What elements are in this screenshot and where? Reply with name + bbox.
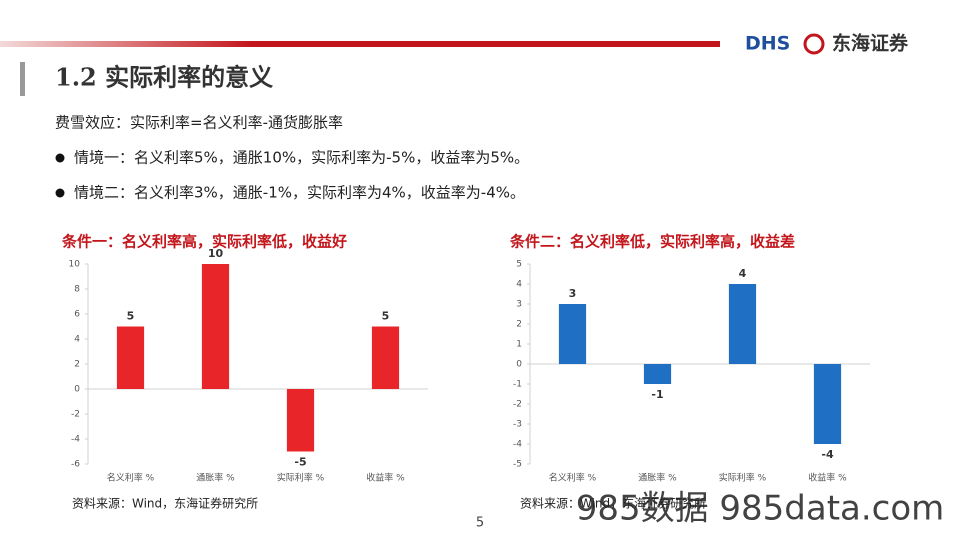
- x-tick-label: 名义利率 %: [107, 472, 155, 484]
- y-tick-label: -2: [513, 400, 522, 410]
- x-tick-label: 收益率 %: [366, 472, 405, 484]
- bar: [371, 326, 400, 389]
- bullet: 情境二：名义利率3%，通胀-1%，实际利率为4%，收益率为-4%。: [74, 184, 525, 202]
- x-tick-label: 通胀率 %: [638, 472, 677, 484]
- y-tick-label: -2: [71, 410, 80, 420]
- source: 资料来源：Wind，东海证券研究所: [72, 496, 258, 511]
- y-tick-label: 3: [516, 300, 522, 310]
- bar: [558, 304, 587, 364]
- y-tick-label: 4: [74, 335, 80, 345]
- y-tick-label: 4: [516, 280, 522, 290]
- header-bar: [0, 41, 720, 47]
- x-tick-label: 实际利率 %: [277, 472, 325, 484]
- x-tick-label: 名义利率 %: [549, 472, 597, 484]
- bar: [643, 364, 672, 384]
- chart-title: 条件一：名义利率高，实际利率低，收益好: [61, 233, 347, 251]
- value-label: 4: [739, 267, 747, 280]
- value-label: -1: [651, 388, 663, 401]
- value-label: 5: [382, 310, 390, 323]
- x-tick-label: 通胀率 %: [196, 472, 235, 484]
- value-label: 10: [208, 247, 224, 260]
- bar: [813, 364, 842, 444]
- intro: 费雪效应：实际利率=名义利率-通货膨胀率: [55, 114, 343, 132]
- y-tick-label: 10: [69, 260, 81, 270]
- y-tick-label: 5: [516, 260, 522, 270]
- y-tick-label: -4: [71, 435, 80, 445]
- x-tick-label: 实际利率 %: [719, 472, 767, 484]
- y-tick-label: 2: [516, 320, 522, 330]
- page-number: 5: [476, 516, 484, 531]
- y-tick-label: -3: [513, 420, 522, 430]
- bullet-dot: [55, 153, 65, 163]
- y-tick-label: -6: [71, 460, 80, 470]
- value-label: -5: [294, 456, 306, 469]
- value-label: 3: [569, 287, 577, 300]
- bullet: 情境一：名义利率5%，通胀10%，实际利率为-5%，收益率为5%。: [74, 149, 529, 167]
- chart-title: 条件二：名义利率低，实际利率高，收益差: [509, 233, 795, 251]
- bar: [286, 389, 315, 452]
- value-label: 5: [127, 310, 135, 323]
- bar: [201, 264, 230, 389]
- y-tick-label: -4: [513, 440, 522, 450]
- y-tick-label: 1: [516, 340, 522, 350]
- y-tick-label: 8: [74, 285, 80, 295]
- logo-icon: [803, 33, 825, 55]
- watermark: 985数据 985data.com: [576, 489, 945, 529]
- y-tick-label: 6: [74, 310, 80, 320]
- source: 资料来源：Wind，东海证券研究所: [520, 496, 706, 511]
- y-tick-label: 0: [516, 360, 522, 370]
- slide-title: 1.2 实际利率的意义: [55, 63, 273, 92]
- bar: [728, 284, 757, 364]
- bullet-dot: [55, 188, 65, 198]
- value-label: -4: [821, 448, 834, 461]
- brand: 东海证券: [832, 32, 909, 55]
- y-tick-label: 0: [74, 385, 80, 395]
- y-tick-label: 2: [74, 360, 80, 370]
- title-marker: [20, 62, 25, 96]
- x-tick-label: 收益率 %: [808, 472, 847, 484]
- y-tick-label: -1: [513, 380, 522, 390]
- logo: DHS: [745, 33, 790, 55]
- y-tick-label: -5: [513, 460, 522, 470]
- bar: [116, 326, 145, 389]
